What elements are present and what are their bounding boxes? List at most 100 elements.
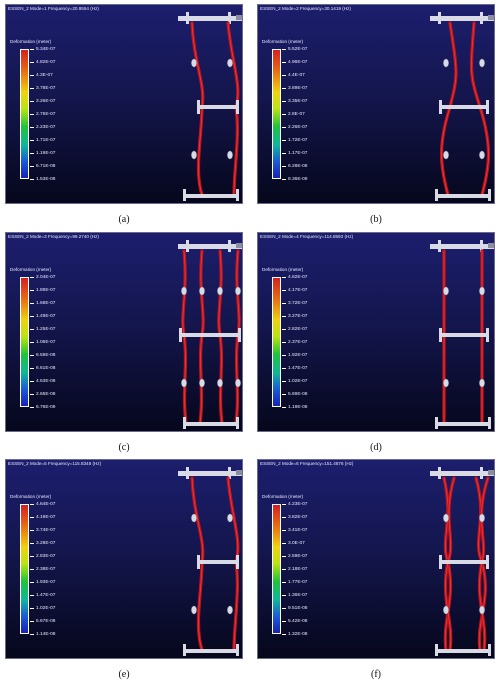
bottom-crossbar-end <box>183 189 186 201</box>
bottom-crossbar-end <box>488 189 491 201</box>
color-scale-tick-label: 1.89E-07 <box>30 284 55 296</box>
color-scale-tick-label: 4.4E-07 <box>282 69 305 81</box>
frame-joint <box>443 605 449 615</box>
color-scale-tick-label: 2.65E-08 <box>30 388 55 400</box>
middle-crossbar-end <box>238 328 241 342</box>
panel-title: ESSEN_2 Mode=3 Frequency=99.2740 (Hz) <box>8 234 99 239</box>
bottom-crossbar <box>184 422 238 426</box>
color-scale-tick-label: 8.59E-08 <box>30 349 55 361</box>
color-scale-tick-label: 9.51E-08 <box>282 602 307 614</box>
color-scale-tick-label: 3.72E-07 <box>282 297 307 309</box>
fem-viewport: ESSEN_2 Mode=1 Frequency=20.9554 (Hz) De… <box>5 4 243 204</box>
color-scale-tick-label: 1.72E-07 <box>282 134 307 146</box>
color-scale-tick-label: 1.92E-07 <box>282 349 307 361</box>
top-bracket-clamp <box>488 470 494 475</box>
color-scale-tick-label: 1.14E-08 <box>30 628 55 640</box>
middle-crossbar <box>180 333 240 337</box>
top-bracket-post <box>186 12 189 24</box>
bottom-crossbar-end <box>435 189 438 201</box>
fem-viewport: ESSEN_2 Mode=6 Frequency=151.4876 (Hz) D… <box>257 459 495 659</box>
color-scale-tick-label: 2.04E-07 <box>30 271 55 283</box>
color-scale-tick-label: 2.26E-07 <box>282 121 307 133</box>
panel-caption: (f) <box>371 669 381 680</box>
middle-crossbar-end <box>197 100 200 114</box>
panel-caption: (a) <box>118 214 130 225</box>
top-crossbar <box>178 244 242 249</box>
color-scale-bar <box>272 504 281 634</box>
bottom-crossbar-end <box>236 189 239 201</box>
legend-title: Deformation (meter) <box>10 267 52 272</box>
color-scale-tick-label: 2.23E-07 <box>30 121 55 133</box>
color-scale-ticks: 4.23E-07 3.82E-07 3.41E-07 3.0E-07 2.59E-07 2… <box>282 502 322 637</box>
color-scale-tick-label: 3.82E-07 <box>282 511 307 523</box>
middle-crossbar-end <box>439 100 442 114</box>
color-scale-tick-label: 1.77E-07 <box>282 576 307 588</box>
color-scale-tick-label: 6.76E-09 <box>30 401 55 413</box>
top-bracket-clamp <box>236 243 242 248</box>
color-scale-tick-label: 1.17E-07 <box>282 147 307 159</box>
color-scale-tick-label: 1.47E-07 <box>282 362 307 374</box>
mode-panel-f: ESSEN_2 Mode=6 Frequency=151.4876 (Hz) D… <box>257 459 495 680</box>
frame-joint <box>235 286 241 296</box>
color-scale-tick-label: 3.74E-07 <box>30 524 55 536</box>
frame-joint <box>443 286 449 296</box>
color-scale-tick-label: 4.19E-07 <box>30 511 55 523</box>
top-bracket-clamp <box>488 243 494 248</box>
panel-title: ESSEN_2 Mode=4 Frequency=114.8593 (Hz) <box>260 234 354 239</box>
middle-crossbar <box>440 333 488 337</box>
middle-crossbar-end <box>197 555 200 569</box>
middle-crossbar <box>440 560 488 564</box>
legend-title: Deformation (meter) <box>10 39 52 44</box>
color-scale-ticks: 2.04E-07 1.89E-07 1.68E-07 1.49E-07 1.25E-07… <box>30 275 70 410</box>
color-scale-bar <box>20 49 29 179</box>
frame-joint <box>479 605 485 615</box>
bottom-crossbar-end <box>488 417 491 429</box>
top-bracket-clamp <box>488 15 494 20</box>
frame-joint <box>181 378 187 388</box>
color-scale-tick-label: 1.19E-08 <box>282 401 307 413</box>
color-scale-tick-label: 1.93E-07 <box>30 576 55 588</box>
color-scale-tick-label: 5.34E-07 <box>30 43 55 55</box>
deformed-frame <box>430 240 494 429</box>
frame-joint <box>443 58 449 68</box>
deformed-frame <box>430 12 494 201</box>
middle-crossbar <box>198 105 238 109</box>
middle-crossbar-end <box>439 555 442 569</box>
top-bracket-post <box>438 240 441 252</box>
top-crossbar <box>430 16 494 21</box>
color-scale-tick-label: 5.67E-08 <box>30 615 55 627</box>
color-scale-tick-label: 1.71E-07 <box>30 134 55 146</box>
top-bracket-post <box>186 467 189 479</box>
mode-panel-e: ESSEN_2 Mode=5 Frequency=115.8348 (Hz) D… <box>5 459 243 680</box>
color-scale-tick-label: 1.36E-07 <box>282 589 307 601</box>
frame-joint <box>191 150 197 160</box>
bottom-crossbar <box>436 422 490 426</box>
middle-crossbar <box>440 105 488 109</box>
color-scale-tick-label: 4.63E-08 <box>30 375 55 387</box>
color-scale-tick-label: 6.71E-08 <box>30 160 55 172</box>
frame-joint <box>227 150 233 160</box>
color-scale-tick-label: 6.61E-08 <box>30 362 55 374</box>
frame-joint <box>199 378 205 388</box>
color-scale-tick-label: 1.53E-08 <box>30 173 55 185</box>
color-scale-tick-label: 1.02E-07 <box>30 602 55 614</box>
color-scale-tick-label: 2.37E-07 <box>282 336 307 348</box>
color-scale-ticks: 5.34E-07 4.82E-07 4.3E-07 3.78E-07 3.26E-07 2… <box>30 47 70 182</box>
color-scale-tick-label: 3.27E-07 <box>282 310 307 322</box>
frame-joint <box>479 286 485 296</box>
panel-title: ESSEN_2 Mode=2 Frequency=30.1419 (Hz) <box>260 6 351 11</box>
color-scale-ticks: 5.52E-07 4.96E-07 4.4E-07 3.89E-07 3.35E-07 2… <box>282 47 322 182</box>
top-crossbar <box>178 16 242 21</box>
frame-joint <box>191 58 197 68</box>
panel-caption: (b) <box>370 214 382 225</box>
mode-panel-a: ESSEN_2 Mode=1 Frequency=20.9554 (Hz) De… <box>5 4 243 225</box>
top-bracket-post <box>480 467 483 479</box>
color-scale-bar <box>20 277 29 407</box>
middle-crossbar <box>198 560 238 564</box>
color-scale-tick-label: 4.62E-07 <box>282 271 307 283</box>
bottom-crossbar <box>436 194 490 198</box>
color-scale-tick-label: 1.06E-07 <box>30 336 55 348</box>
fem-viewport: ESSEN_2 Mode=5 Frequency=115.8348 (Hz) D… <box>5 459 243 659</box>
middle-crossbar-end <box>179 328 182 342</box>
frame-joint <box>227 605 233 615</box>
